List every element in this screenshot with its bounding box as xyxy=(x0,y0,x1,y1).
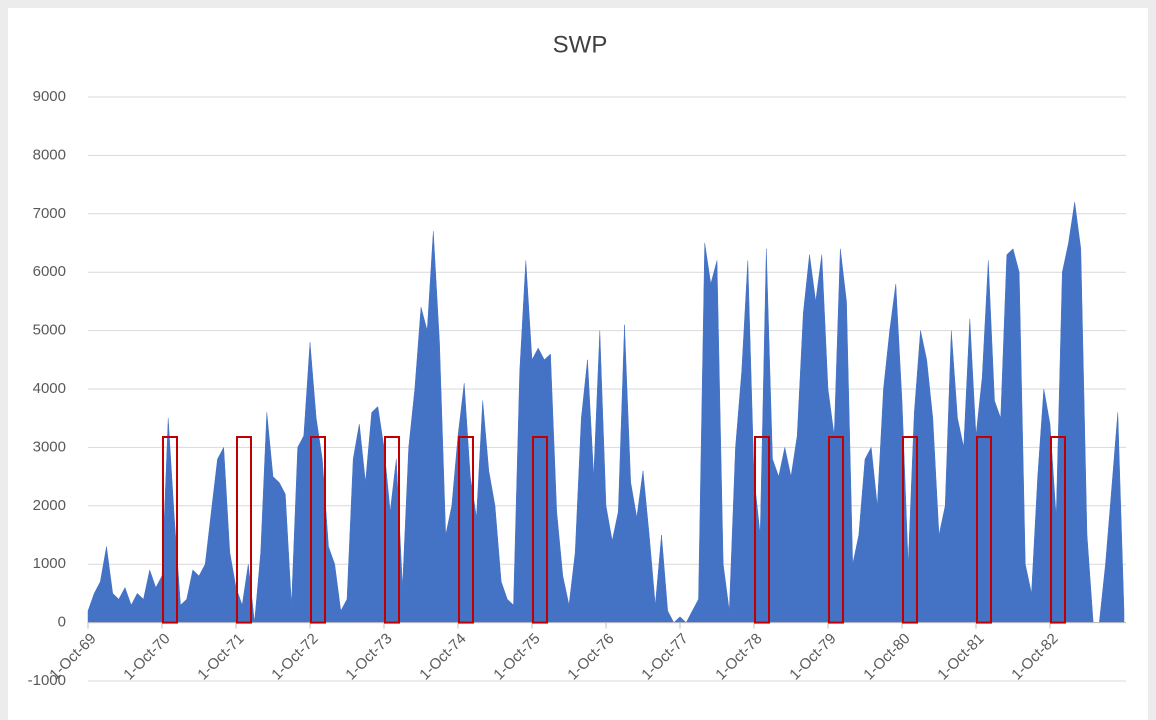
y-tick-label: 1000 xyxy=(33,555,66,572)
y-tick-label: 4000 xyxy=(33,380,66,397)
highlight-box xyxy=(532,436,548,624)
highlight-box xyxy=(828,436,844,624)
highlight-box xyxy=(236,436,252,624)
highlight-box xyxy=(902,436,918,624)
highlight-box xyxy=(1050,436,1066,624)
y-tick-label: 5000 xyxy=(33,322,66,339)
highlight-box xyxy=(162,436,178,624)
area xyxy=(87,202,1125,624)
y-tick-label: 8000 xyxy=(33,146,66,163)
y-tick-label: 3000 xyxy=(33,438,66,455)
highlight-box xyxy=(384,436,400,624)
chart-title: SWP xyxy=(553,31,608,58)
y-tick-label: 2000 xyxy=(33,497,66,514)
highlight-box xyxy=(458,436,474,624)
y-tick-label: -1000 xyxy=(28,672,66,689)
y-tick-label: 0 xyxy=(58,614,66,631)
highlight-box xyxy=(976,436,992,624)
y-tick-label: 6000 xyxy=(33,263,66,280)
y-tick-label: 7000 xyxy=(33,205,66,222)
y-tick-label: 9000 xyxy=(33,88,66,105)
highlight-box xyxy=(754,436,770,624)
highlight-box xyxy=(310,436,326,624)
